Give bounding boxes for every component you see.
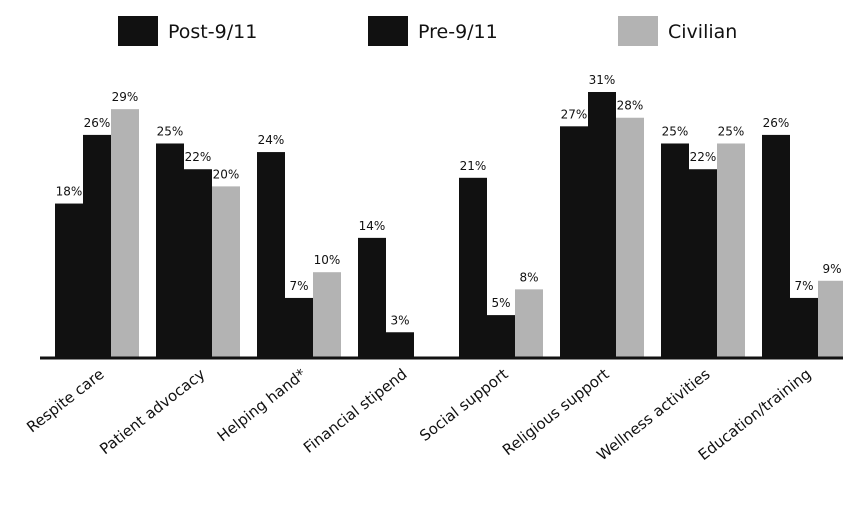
bar-post-9-11-0 bbox=[55, 203, 83, 358]
data-label-pre-9-11-2: 7% bbox=[289, 279, 308, 293]
bar-post-9-11-1 bbox=[156, 143, 184, 358]
bar-civilian-1 bbox=[212, 186, 240, 358]
bar-pre-9-11-1 bbox=[184, 169, 212, 358]
data-label-civilian-1: 20% bbox=[213, 167, 240, 181]
data-label-post-9-11-2: 24% bbox=[258, 133, 285, 147]
bar-post-9-11-2 bbox=[257, 152, 285, 358]
bar-pre-9-11-5 bbox=[588, 92, 616, 358]
bar-pre-9-11-2 bbox=[285, 297, 313, 358]
bar-civilian-5 bbox=[616, 117, 644, 358]
legend-swatch-pre-9-11 bbox=[368, 16, 408, 46]
category-label-4: Social support bbox=[416, 365, 511, 445]
bars bbox=[55, 92, 843, 359]
bar-civilian-0 bbox=[111, 109, 139, 359]
bar-civilian-2 bbox=[313, 272, 341, 358]
data-label-civilian-4: 8% bbox=[519, 270, 538, 284]
data-label-post-9-11-3: 14% bbox=[359, 219, 386, 233]
data-label-pre-9-11-6: 22% bbox=[690, 150, 717, 164]
data-label-civilian-2: 10% bbox=[314, 253, 341, 267]
data-label-pre-9-11-1: 22% bbox=[185, 150, 212, 164]
category-label-3: Financial stipend bbox=[300, 365, 410, 457]
bar-pre-9-11-0 bbox=[83, 134, 111, 358]
data-label-post-9-11-5: 27% bbox=[561, 107, 588, 121]
data-label-civilian-7: 9% bbox=[822, 262, 841, 276]
bar-pre-9-11-4 bbox=[487, 315, 515, 358]
bar-post-9-11-3 bbox=[358, 237, 386, 358]
bar-post-9-11-4 bbox=[459, 177, 487, 358]
legend-label-post-9-11: Post-9/11 bbox=[168, 21, 257, 43]
category-label-0: Respite care bbox=[23, 365, 107, 436]
data-label-pre-9-11-5: 31% bbox=[589, 73, 616, 87]
legend-swatch-civilian bbox=[618, 16, 658, 46]
data-label-post-9-11-4: 21% bbox=[460, 159, 487, 173]
data-label-post-9-11-7: 26% bbox=[763, 116, 790, 130]
data-label-civilian-0: 29% bbox=[112, 90, 139, 104]
category-label-1: Patient advocacy bbox=[96, 365, 208, 458]
data-label-civilian-5: 28% bbox=[617, 99, 644, 113]
category-label-5: Religious support bbox=[499, 365, 613, 459]
bar-civilian-6 bbox=[717, 143, 745, 358]
bar-civilian-4 bbox=[515, 289, 543, 358]
data-label-post-9-11-1: 25% bbox=[157, 124, 184, 138]
data-label-post-9-11-0: 18% bbox=[56, 185, 83, 199]
bar-pre-9-11-3 bbox=[386, 332, 414, 358]
bar-pre-9-11-6 bbox=[689, 169, 717, 358]
bar-post-9-11-5 bbox=[560, 126, 588, 359]
category-label-7: Education/training bbox=[695, 365, 815, 464]
data-label-post-9-11-6: 25% bbox=[662, 124, 689, 138]
legend-label-pre-9-11: Pre-9/11 bbox=[418, 21, 498, 43]
legend: Post-9/11 Pre-9/11 Civilian bbox=[118, 16, 737, 46]
bar-post-9-11-7 bbox=[762, 134, 790, 358]
data-label-civilian-6: 25% bbox=[718, 124, 745, 138]
data-label-pre-9-11-7: 7% bbox=[794, 279, 813, 293]
category-label-2: Helping hand* bbox=[214, 365, 310, 446]
data-label-pre-9-11-3: 3% bbox=[390, 313, 409, 327]
data-labels: 18%26%29%25%22%20%24%7%10%14%3%21%5%8%27… bbox=[56, 73, 842, 327]
bar-pre-9-11-7 bbox=[790, 297, 818, 358]
legend-label-civilian: Civilian bbox=[668, 21, 737, 43]
bar-civilian-7 bbox=[818, 280, 843, 358]
bar-post-9-11-6 bbox=[661, 143, 689, 358]
legend-swatch-post-9-11 bbox=[118, 16, 158, 46]
data-label-pre-9-11-0: 26% bbox=[84, 116, 111, 130]
data-label-pre-9-11-4: 5% bbox=[491, 296, 510, 310]
